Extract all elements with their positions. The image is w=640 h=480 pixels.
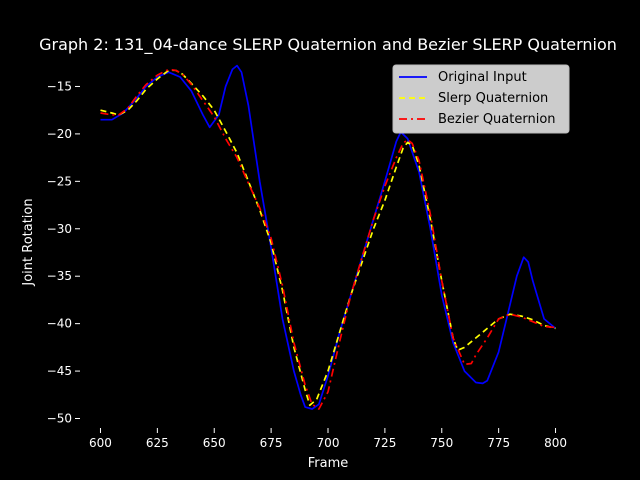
x-tick-label: 700 <box>317 436 340 450</box>
x-tick-label: 675 <box>260 436 283 450</box>
y-tick-label: −30 <box>47 222 72 236</box>
legend-box <box>392 64 570 134</box>
x-axis-label: Frame <box>308 456 349 471</box>
axes: 600 625 650 675 700 725 750 775 800 −50 −45 −40 −35 −… <box>47 79 567 450</box>
y-tick-label: −45 <box>47 364 72 378</box>
x-tick-label: 650 <box>203 436 226 450</box>
y-tick-label: −40 <box>47 317 72 331</box>
y-tick-label: −50 <box>47 412 72 426</box>
x-tick-label: 600 <box>89 436 112 450</box>
legend: Original Input Slerp Quaternion Bezier Qua… <box>392 64 570 134</box>
y-tick-label: −15 <box>47 79 72 93</box>
series-line-2 <box>100 68 556 410</box>
x-tick-label: 775 <box>487 436 510 450</box>
x-tick-label: 800 <box>544 436 567 450</box>
chart-title: Graph 2: 131_04-dance SLERP Quaternion a… <box>39 35 617 55</box>
legend-label-2: Bezier Quaternion <box>438 112 556 127</box>
legend-label-1: Slerp Quaternion <box>438 91 548 106</box>
y-tick-label: −35 <box>47 269 72 283</box>
x-tick-label: 750 <box>430 436 453 450</box>
series-line-0 <box>100 64 557 410</box>
plot-area <box>100 64 557 410</box>
legend-label-0: Original Input <box>438 70 527 85</box>
y-tick-label: −25 <box>47 174 72 188</box>
y-tick-label: −20 <box>47 127 72 141</box>
x-tick-label: 725 <box>373 436 396 450</box>
y-axis-label: Joint Rotation <box>21 198 36 286</box>
x-tick-label: 625 <box>146 436 169 450</box>
